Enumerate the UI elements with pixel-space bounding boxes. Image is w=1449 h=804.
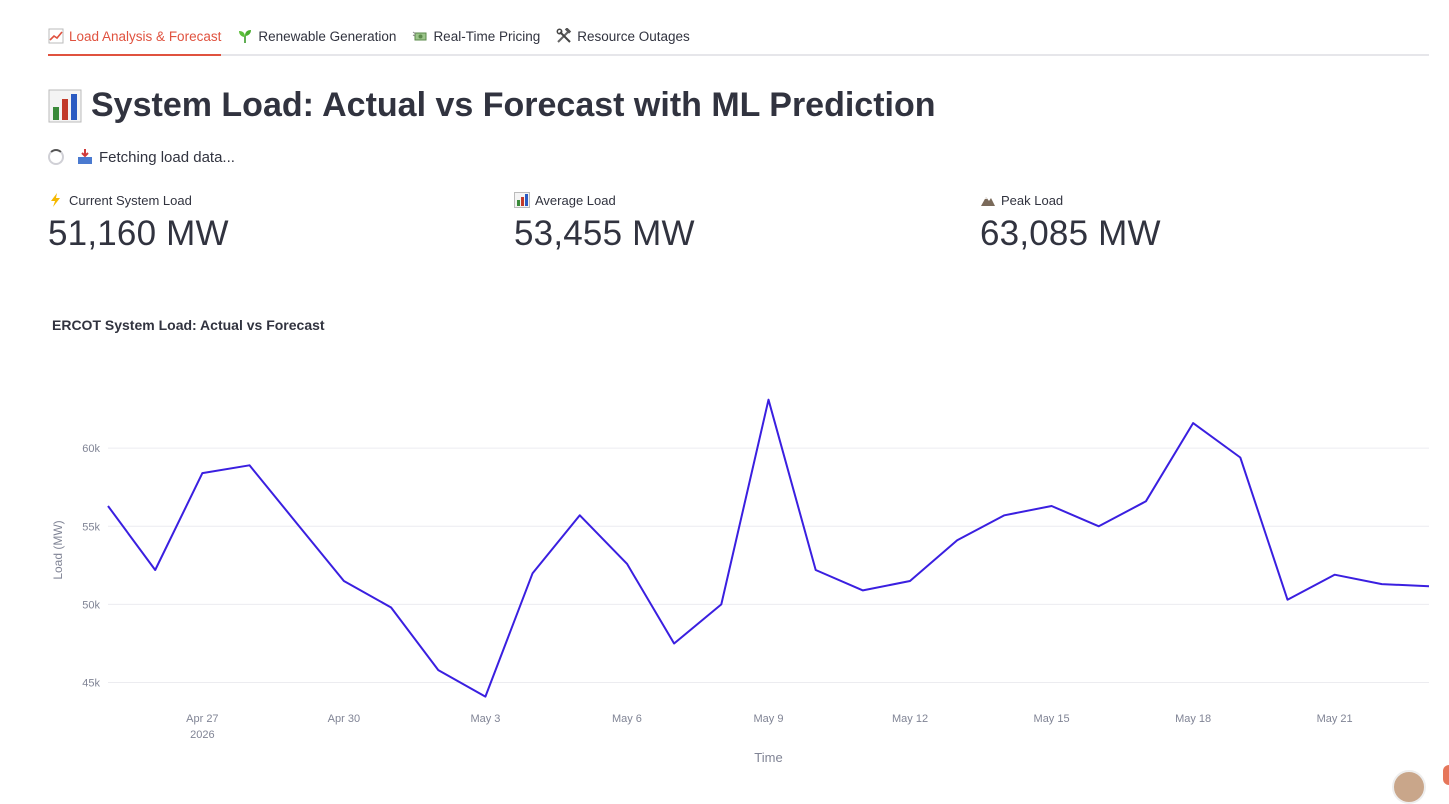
tab-real-time-pricing[interactable]: Real-Time Pricing [412, 18, 540, 54]
tab-label: Renewable Generation [258, 28, 397, 44]
y-tick-label: 60k [82, 443, 100, 455]
spinner-icon [48, 149, 64, 165]
y-tick-label: 50k [82, 599, 100, 611]
chart-title: ERCOT System Load: Actual vs Forecast [52, 317, 325, 333]
tab-resource-outages[interactable]: Resource Outages [556, 18, 690, 54]
metric-peak-load: Peak Load 63,085 MW [980, 192, 1161, 254]
tab-label: Real-Time Pricing [433, 28, 541, 44]
load-line-chart[interactable]: 45k 50k 55k 60k Apr 27 Apr 30 May 3 May 6 May 9 M… [0, 340, 1449, 779]
hammer-and-wrench-icon [556, 28, 572, 43]
loading-status: Fetching load data... [48, 148, 235, 166]
lightning-icon [51, 193, 60, 207]
x-tick-label: May 18 [1175, 713, 1211, 725]
x-tick-label: May 15 [1034, 713, 1070, 725]
x-tick-label: May 6 [612, 713, 642, 725]
metric-current-load: Current System Load 51,160 MW [48, 192, 229, 254]
series-line [107, 398, 1430, 698]
avatar[interactable] [1392, 770, 1426, 804]
x-tick-label: May 3 [470, 713, 500, 725]
chart-increasing-icon [48, 28, 64, 44]
inbox-tray-icon [78, 149, 92, 164]
tab-label: Resource Outages [577, 28, 690, 44]
x-tick-label: May 12 [892, 713, 928, 725]
x-tick-label: May 21 [1317, 713, 1353, 725]
tab-bar: Load Analysis & Forecast Renewable Gener… [48, 18, 1429, 56]
x-tick-label: May 9 [754, 713, 784, 725]
metric-average-load: Average Load 53,455 MW [514, 192, 695, 254]
x-tick-label: Apr 30 [328, 713, 360, 725]
metric-label: Current System Load [69, 192, 192, 208]
y-axis-label: Load (MW) [51, 520, 65, 579]
tab-renewable-generation[interactable]: Renewable Generation [237, 18, 396, 54]
bar-chart-icon [48, 89, 82, 122]
x-tick-label: Apr 27 [186, 713, 218, 725]
y-tick-label: 45k [82, 678, 100, 690]
page-title: System Load: Actual vs Forecast with ML … [48, 86, 936, 125]
bar-chart-icon [514, 192, 530, 208]
metric-label: Peak Load [1001, 192, 1064, 208]
page-title-text: System Load: Actual vs Forecast with ML … [91, 86, 936, 124]
mountain-icon [981, 197, 995, 206]
tab-label: Load Analysis & Forecast [69, 28, 222, 44]
metric-value: 53,455 MW [514, 214, 695, 253]
tab-load-analysis[interactable]: Load Analysis & Forecast [48, 18, 222, 56]
metric-value: 51,160 MW [48, 214, 229, 253]
metric-label: Average Load [535, 192, 616, 208]
x-tick-year-label: 2026 [190, 729, 214, 741]
metric-value: 63,085 MW [980, 214, 1161, 253]
status-text: Fetching load data... [99, 148, 235, 166]
app-badge[interactable] [1443, 765, 1449, 785]
seedling-icon [239, 30, 252, 43]
y-tick-label: 55k [82, 521, 100, 533]
x-axis-label: Time [754, 750, 782, 765]
money-with-wings-icon [413, 31, 427, 41]
